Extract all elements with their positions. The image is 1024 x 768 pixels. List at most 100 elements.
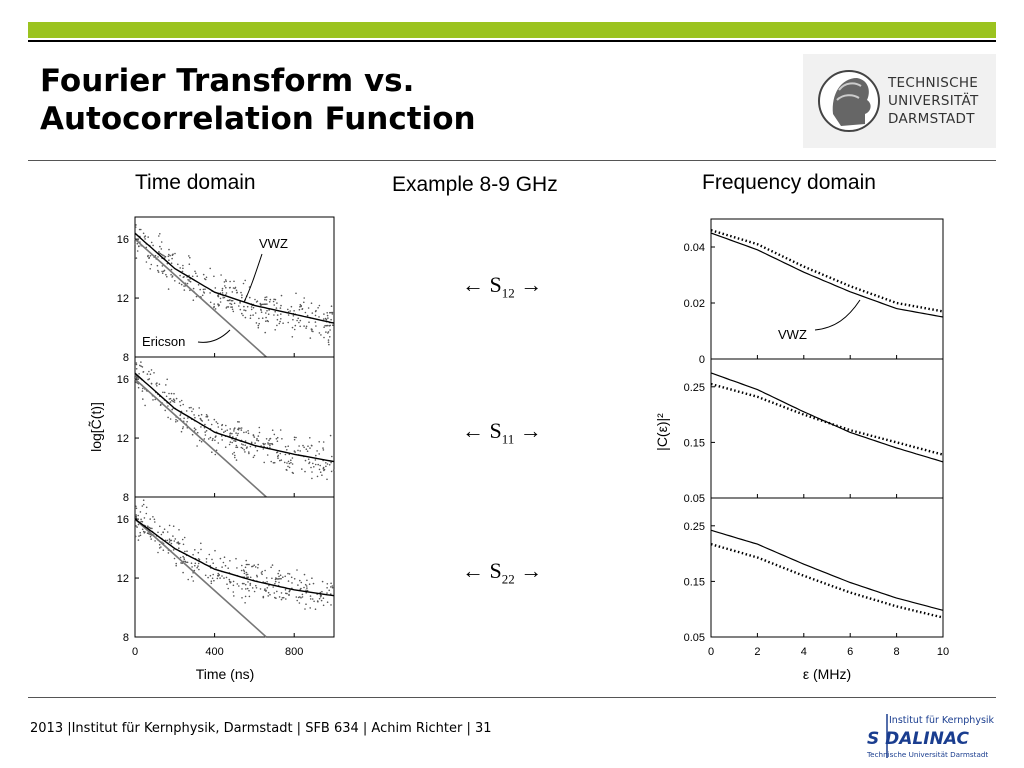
scatter-point [305, 603, 307, 605]
scatter-point [137, 539, 140, 541]
scatter-point [240, 443, 243, 445]
scatter-point [221, 287, 224, 290]
scatter-point [169, 401, 172, 403]
scatter-point [308, 583, 311, 585]
scatter-point [244, 595, 247, 598]
scatter-point [211, 577, 214, 580]
scatter-point [267, 442, 269, 444]
scatter-point [209, 267, 211, 270]
scatter-point [135, 514, 138, 516]
time-x-axis-label: Time (ns) [196, 666, 255, 682]
scatter-point [322, 318, 325, 320]
example-heading: Example 8-9 GHz [392, 173, 558, 196]
scatter-point [171, 257, 173, 260]
scatter-point [286, 449, 288, 451]
scatter-point [228, 578, 231, 581]
scatter-point [299, 596, 301, 598]
title-divider [28, 160, 996, 161]
scatter-point [268, 301, 271, 303]
scatter-point [310, 444, 313, 447]
scatter-point [223, 577, 225, 579]
scatter-point [140, 520, 142, 523]
scatter-point [205, 430, 208, 432]
scatter-point [233, 428, 235, 430]
x-tick-label: 6 [847, 646, 853, 658]
scatter-point [142, 371, 144, 373]
scatter-point [158, 547, 161, 549]
scatter-point [178, 547, 180, 549]
y-tick-label: 0.02 [684, 298, 705, 310]
scatter-point [144, 235, 147, 237]
scatter-point [255, 322, 258, 324]
scatter-point [219, 297, 222, 300]
scatter-point [170, 262, 173, 265]
scatter-point [171, 399, 173, 402]
scatter-point [315, 325, 317, 327]
scatter-point [150, 538, 152, 540]
scatter-point [264, 303, 267, 306]
scatter-point [157, 271, 160, 273]
scatter-point [143, 532, 146, 534]
scatter-point [296, 319, 298, 322]
scatter-point [232, 580, 235, 583]
scatter-point [260, 572, 263, 574]
scatter-point [243, 582, 245, 585]
scatter-point [227, 587, 229, 590]
scatter-point [186, 550, 188, 552]
scatter-point [204, 288, 206, 291]
vwz-annotation: VWZ [778, 327, 807, 342]
scatter-point [217, 303, 219, 306]
scatter-point [135, 224, 137, 226]
scatter-point [241, 312, 243, 315]
scatter-point [274, 582, 276, 585]
scatter-point [290, 459, 292, 462]
scatter-point [245, 431, 247, 433]
scatter-point [247, 430, 249, 432]
x-tick-label: 4 [801, 646, 807, 658]
vwz-curve [134, 232, 335, 324]
scatter-point [152, 399, 154, 401]
scatter-point [278, 322, 281, 325]
scatter-point [204, 423, 206, 426]
scatter-point [327, 341, 330, 344]
scatter-point [234, 440, 237, 442]
scatter-point [299, 579, 301, 582]
scatter-point [264, 443, 266, 445]
scatter-point [248, 563, 250, 566]
scatter-point [293, 310, 295, 312]
scatter-point [138, 245, 140, 247]
scatter-point [135, 257, 138, 259]
scatter-point [301, 596, 304, 598]
scatter-point [305, 327, 307, 329]
scatter-point [331, 455, 333, 458]
scatter-point [228, 580, 231, 583]
scatter-point [316, 450, 318, 452]
scatter-point [299, 325, 302, 328]
scatter-point [189, 256, 191, 259]
athena-head-icon [818, 70, 880, 132]
scatter-point [328, 589, 331, 592]
scatter-point [154, 398, 156, 401]
scatter-point [240, 427, 243, 429]
scatter-point [264, 296, 267, 299]
scatter-point [310, 466, 312, 469]
scatter-point [288, 594, 290, 596]
scatter-point [310, 302, 313, 305]
scatter-point [190, 562, 193, 564]
scatter-point [241, 582, 244, 585]
y-tick-label: 8 [123, 492, 129, 504]
scatter-point [248, 589, 250, 592]
scatter-point [214, 549, 216, 552]
scatter-point [261, 303, 263, 306]
scatter-point [249, 582, 252, 585]
scatter-point [149, 268, 151, 270]
scatter-point [279, 452, 282, 455]
scatter-point [136, 242, 139, 245]
scatter-point [265, 316, 267, 319]
scatter-point [286, 462, 288, 464]
dotted-curve [710, 542, 944, 619]
scatter-point [205, 276, 208, 279]
scatter-point [256, 439, 258, 441]
scatter-point [159, 252, 162, 255]
scatter-point [189, 280, 192, 283]
